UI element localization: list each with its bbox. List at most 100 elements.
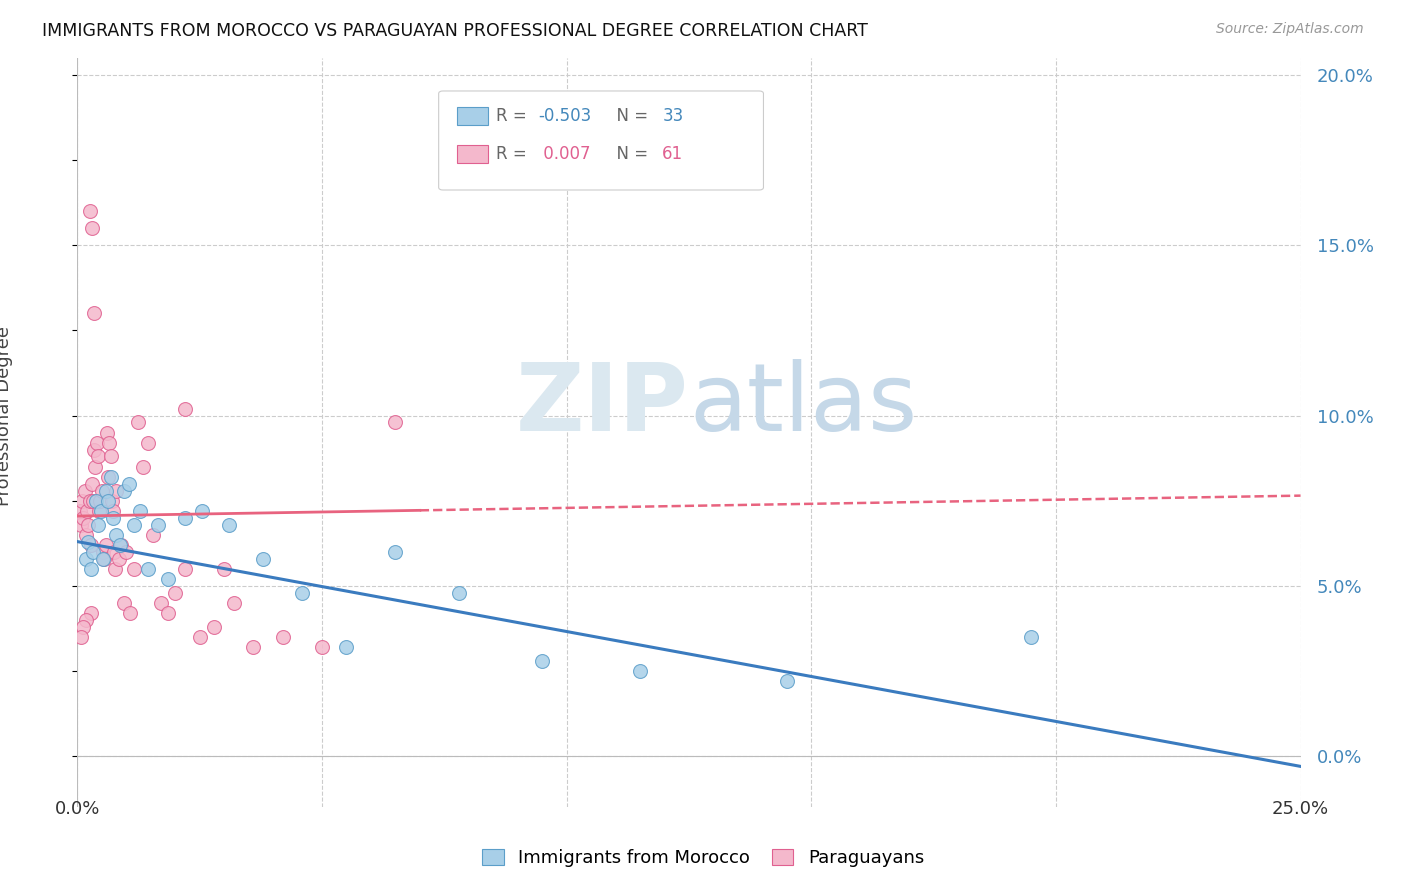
Point <box>100 470 122 484</box>
Point <box>80 606 103 620</box>
Point <box>77 517 100 532</box>
Point <box>82 545 104 559</box>
Point <box>75 551 97 566</box>
Point <box>174 562 197 576</box>
Point <box>115 545 138 559</box>
Point <box>100 493 122 508</box>
Point <box>84 459 107 474</box>
Point <box>75 528 97 542</box>
Point <box>202 620 225 634</box>
Text: R =: R = <box>496 145 533 163</box>
Point <box>75 613 97 627</box>
Point <box>212 562 235 576</box>
Point <box>1021 630 1043 644</box>
Point <box>90 483 112 498</box>
Point <box>129 504 152 518</box>
Point <box>86 435 108 450</box>
Text: N =: N = <box>606 107 654 125</box>
Point <box>77 534 100 549</box>
Point <box>291 585 314 599</box>
Text: atlas: atlas <box>689 359 917 451</box>
Point <box>271 630 294 644</box>
Text: 61: 61 <box>662 145 683 163</box>
Point <box>80 221 103 235</box>
Text: Professional Degree: Professional Degree <box>0 326 13 506</box>
Text: ZIP: ZIP <box>516 359 689 451</box>
Point <box>72 510 94 524</box>
Point <box>112 483 135 498</box>
Point <box>222 596 245 610</box>
Point <box>70 630 93 644</box>
Text: 0.0%: 0.0% <box>55 800 100 819</box>
Point <box>80 562 103 576</box>
Point <box>118 476 141 491</box>
Point <box>191 504 214 518</box>
Point <box>89 493 111 508</box>
Point <box>112 596 135 610</box>
Point <box>174 401 197 416</box>
Point <box>103 545 125 559</box>
Point <box>100 450 122 464</box>
Point <box>174 510 197 524</box>
Point <box>447 585 470 599</box>
Point <box>94 483 117 498</box>
Point <box>218 517 240 532</box>
Point <box>531 654 554 668</box>
Point <box>188 630 211 644</box>
Text: Source: ZipAtlas.com: Source: ZipAtlas.com <box>1216 22 1364 37</box>
Point <box>91 545 114 559</box>
Point <box>110 538 132 552</box>
Point <box>87 450 110 464</box>
Point <box>84 493 107 508</box>
Point <box>97 493 120 508</box>
Point <box>384 416 406 430</box>
Point <box>79 493 101 508</box>
Point <box>101 504 124 518</box>
Point <box>120 606 142 620</box>
Point <box>105 483 128 498</box>
Point <box>252 551 274 566</box>
Point <box>165 585 187 599</box>
Point <box>335 640 357 655</box>
Text: IMMIGRANTS FROM MOROCCO VS PARAGUAYAN PROFESSIONAL DEGREE CORRELATION CHART: IMMIGRANTS FROM MOROCCO VS PARAGUAYAN PR… <box>42 22 868 40</box>
Point <box>93 551 115 566</box>
Point <box>79 538 101 552</box>
Point <box>108 551 131 566</box>
Point <box>628 664 651 678</box>
Point <box>132 459 155 474</box>
Point <box>94 538 117 552</box>
Point <box>90 504 112 518</box>
Point <box>384 545 406 559</box>
Text: R =: R = <box>496 107 533 125</box>
Point <box>82 493 104 508</box>
Point <box>127 416 149 430</box>
Point <box>76 504 98 518</box>
Point <box>83 442 105 457</box>
Point <box>142 528 165 542</box>
Point <box>136 435 159 450</box>
Point <box>156 572 179 586</box>
Point <box>83 306 105 320</box>
Point <box>79 204 101 219</box>
Point <box>98 435 121 450</box>
Point <box>156 606 179 620</box>
Text: 33: 33 <box>662 107 683 125</box>
Point <box>72 620 94 634</box>
Point <box>149 596 172 610</box>
Point <box>89 504 111 518</box>
Text: 25.0%: 25.0% <box>1272 800 1329 819</box>
Point <box>146 517 169 532</box>
Point <box>242 640 264 655</box>
Point <box>91 551 114 566</box>
Point <box>110 538 132 552</box>
Point <box>101 510 124 524</box>
Point <box>311 640 333 655</box>
Point <box>70 493 93 508</box>
Text: -0.503: -0.503 <box>538 107 592 125</box>
Legend: Immigrants from Morocco, Paraguayans: Immigrants from Morocco, Paraguayans <box>472 839 934 876</box>
Point <box>70 517 93 532</box>
Point <box>776 674 799 689</box>
Text: N =: N = <box>606 145 654 163</box>
Point <box>136 562 159 576</box>
Text: 0.007: 0.007 <box>538 145 591 163</box>
